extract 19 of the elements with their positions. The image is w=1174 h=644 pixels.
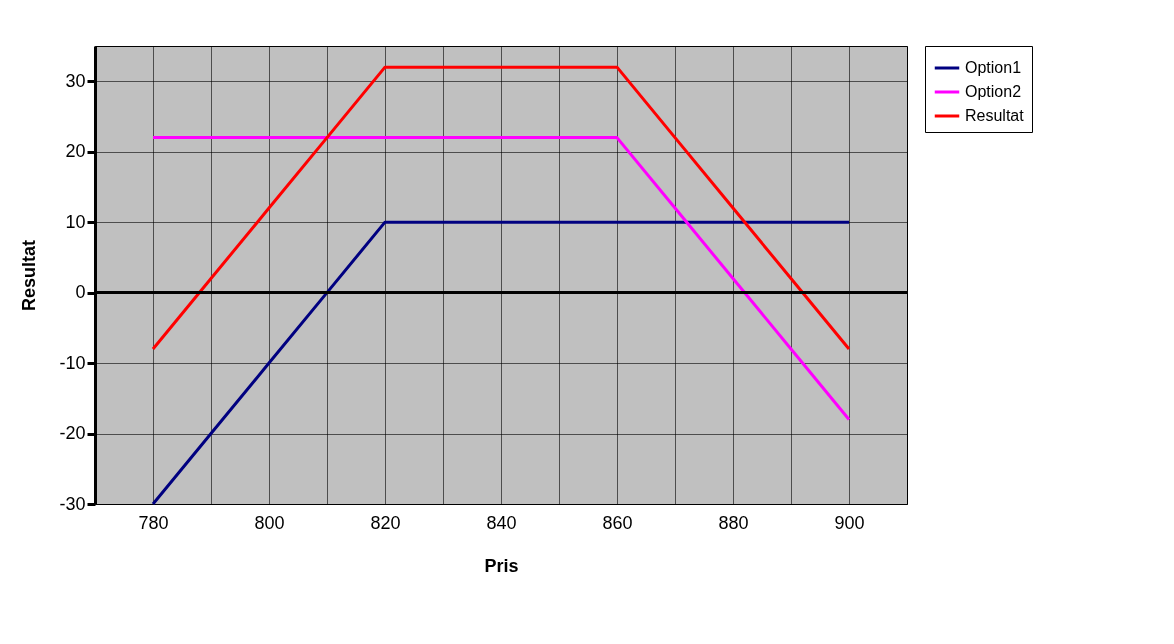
x-tick-label: 800	[254, 512, 285, 533]
x-tick-label: 900	[834, 512, 865, 533]
x-tick-label: 820	[370, 512, 401, 533]
y-tick-label: -20	[59, 423, 86, 444]
x-tick-label: 780	[138, 512, 169, 533]
y-axis-title: Resultat	[19, 239, 40, 312]
y-tick-label: 0	[75, 282, 86, 303]
y-tick-label: 30	[65, 70, 86, 91]
x-tick-label: 860	[602, 512, 633, 533]
y-tick-label: 20	[65, 141, 86, 162]
y-tick-label: -10	[59, 352, 86, 373]
legend-label: Option2	[965, 83, 1022, 100]
x-tick-label: 840	[486, 512, 517, 533]
legend-label: Option1	[965, 59, 1022, 76]
legend-label: Resultat	[965, 107, 1025, 124]
y-tick-label: 10	[65, 211, 86, 232]
y-tick-label: -30	[59, 493, 86, 514]
x-axis-title: Pris	[484, 555, 519, 576]
x-tick-label: 880	[718, 512, 749, 533]
